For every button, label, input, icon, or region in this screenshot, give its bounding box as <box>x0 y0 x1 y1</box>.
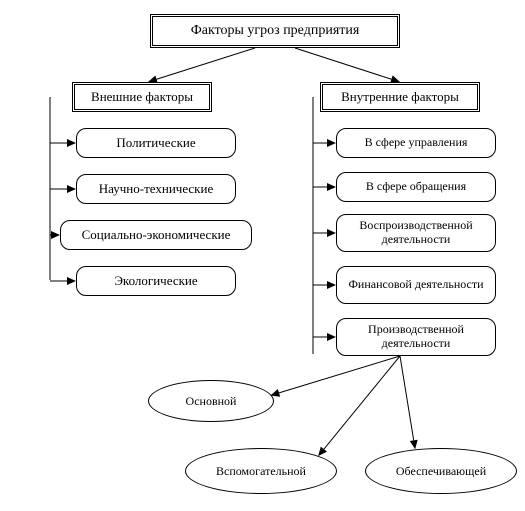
category-external: Внешние факторы <box>72 82 212 112</box>
external-item-label: Социально-экономические <box>82 228 231 243</box>
external-item: Экологические <box>76 266 236 296</box>
internal-item: Воспроизводственной деятельности <box>336 214 496 252</box>
production-child-label: Вспомогательной <box>216 464 306 479</box>
internal-item: Финансовой деятельности <box>336 266 496 304</box>
internal-item-label: Финансовой деятельности <box>348 278 483 292</box>
external-item-label: Политические <box>116 136 195 151</box>
internal-item: Производственной деятельности <box>336 318 496 356</box>
internal-item-label: Воспроизводственной деятельности <box>343 219 489 247</box>
external-item-label: Экологические <box>114 274 197 289</box>
edges-layer <box>0 0 525 511</box>
category-internal-label: Внутренние факторы <box>341 90 459 105</box>
root-node: Факторы угроз предприятия <box>150 14 400 48</box>
external-item: Политические <box>76 128 236 158</box>
category-external-label: Внешние факторы <box>91 90 193 105</box>
root-label: Факторы угроз предприятия <box>191 23 360 39</box>
internal-item-label: В сфере обращения <box>366 180 466 194</box>
category-internal: Внутренние факторы <box>320 82 480 112</box>
production-child-label: Основной <box>186 394 237 409</box>
external-item-label: Научно-технические <box>99 182 213 197</box>
internal-item-label: Производственной деятельности <box>343 323 489 351</box>
internal-item: В сфере обращения <box>336 172 496 202</box>
external-item: Научно-технические <box>76 174 236 204</box>
production-child: Вспомогательной <box>185 448 337 494</box>
production-child-label: Обеспечивающей <box>396 464 486 479</box>
internal-item: В сфере управления <box>336 128 496 158</box>
external-item: Социально-экономические <box>60 220 252 250</box>
internal-item-label: В сфере управления <box>365 136 468 150</box>
production-child: Основной <box>148 380 274 422</box>
production-child: Обеспечивающей <box>365 448 517 494</box>
